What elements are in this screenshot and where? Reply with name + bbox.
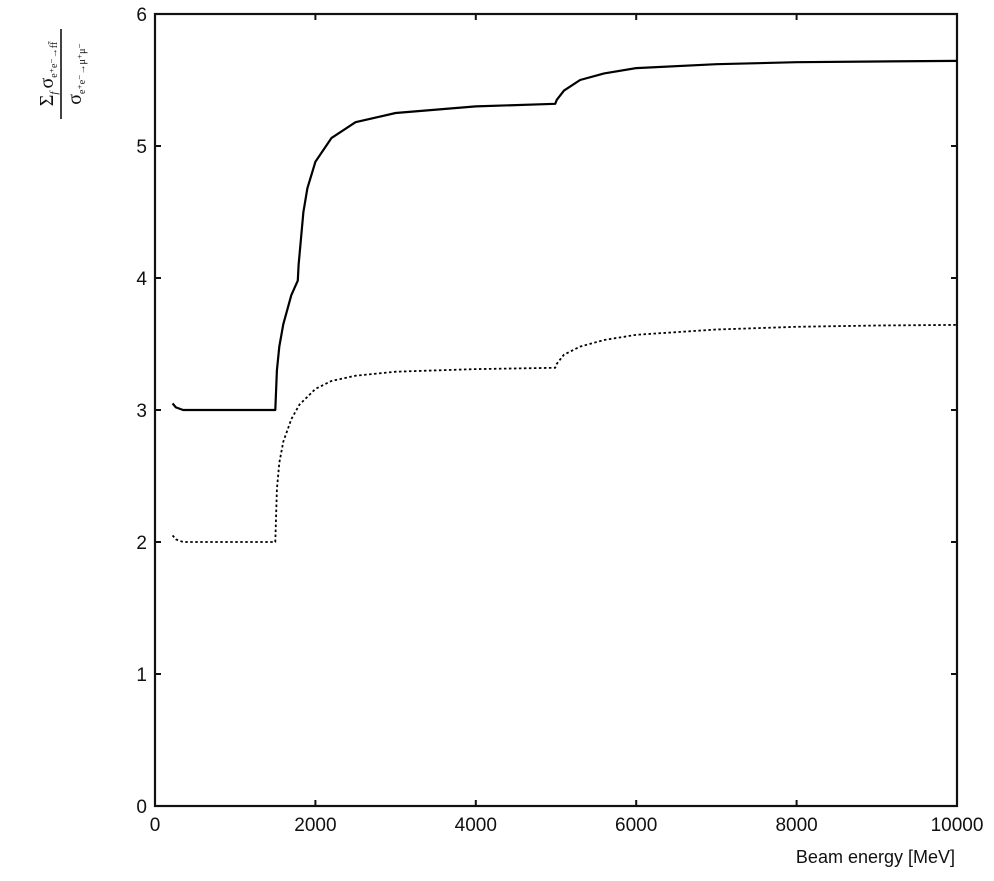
x-tick-label: 0 [150, 815, 161, 836]
y-tick-label: 3 [136, 401, 147, 422]
x-axis-label: Beam energy [MeV] [796, 847, 955, 867]
x-tick-label: 4000 [455, 815, 497, 836]
axis-ticks: 0 2000 4000 6000 8000 10000 0 1 2 3 4 5 6 [136, 5, 983, 836]
y-axis-label: Σfσe⁺e⁻→ff̄ σe⁺e⁻→μ⁺μ⁻ [36, 29, 88, 119]
series-line-dotted [171, 324, 958, 543]
y-tick-label: 5 [136, 137, 147, 158]
series-group [171, 59, 958, 543]
x-tick-label: 2000 [294, 815, 336, 836]
y-tick-label: 4 [136, 269, 147, 290]
series-line-solid [171, 59, 958, 412]
y-tick-label: 6 [136, 5, 147, 26]
x-tick-label: 10000 [931, 815, 984, 836]
y-axis-label-denominator: σe⁺e⁻→μ⁺μ⁻ [64, 43, 88, 105]
y-tick-label: 1 [136, 665, 147, 686]
x-tick-label: 6000 [615, 815, 657, 836]
y-tick-label: 0 [136, 797, 147, 818]
y-axis-label-numerator: Σfσe⁺e⁻→ff̄ [36, 41, 60, 106]
x-tick-label: 8000 [775, 815, 817, 836]
y-tick-label: 2 [136, 533, 147, 554]
